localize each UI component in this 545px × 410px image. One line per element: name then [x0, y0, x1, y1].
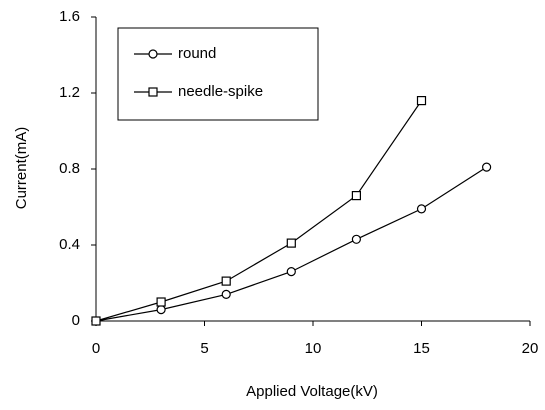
y-tick-label: 0.4 [59, 236, 80, 253]
data-point [482, 162, 492, 172]
legend-marker [148, 87, 158, 97]
x-tick-label: 20 [522, 340, 539, 357]
data-point [156, 305, 166, 315]
legend-marker [148, 49, 158, 59]
x-tick-label: 10 [305, 340, 322, 357]
x-tick-label: 5 [200, 340, 208, 357]
series-line [95, 100, 422, 322]
x-axis-label: Applied Voltage(kV) [246, 383, 378, 400]
x-tick-label: 15 [413, 340, 430, 357]
y-tick-label: 1.6 [59, 8, 80, 25]
data-point [351, 191, 361, 201]
legend-box [117, 27, 319, 121]
y-tick-label: 0.8 [59, 160, 80, 177]
data-point [156, 297, 166, 307]
y-axis-label: Current(mA) [13, 127, 30, 210]
data-point [221, 276, 231, 286]
x-tick-label: 0 [92, 340, 100, 357]
y-tick-label: 0 [72, 312, 80, 329]
data-point [286, 238, 296, 248]
data-point [416, 204, 427, 214]
data-point [221, 289, 231, 299]
legend-label: needle-spike [178, 83, 263, 100]
legend-label: round [178, 45, 216, 62]
y-tick-label: 1.2 [59, 84, 80, 101]
data-point [416, 95, 427, 106]
data-point [351, 234, 361, 244]
data-point [91, 316, 101, 326]
data-point [286, 267, 296, 277]
